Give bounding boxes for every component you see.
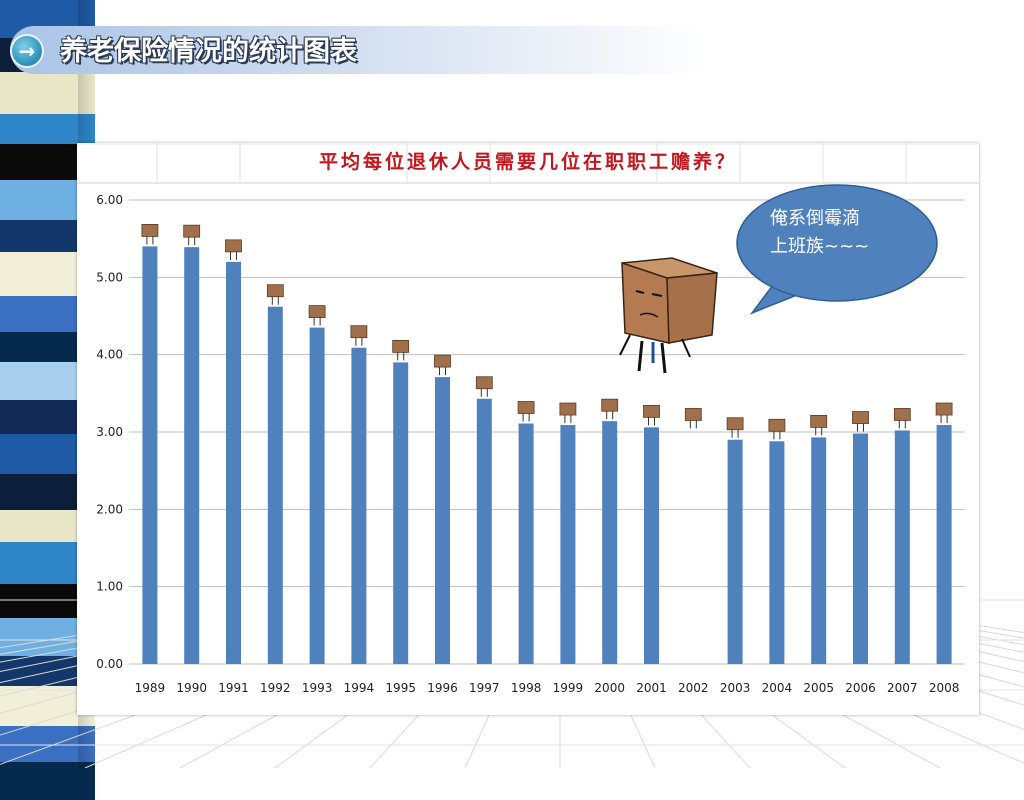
- box-figure-head: [852, 411, 869, 424]
- bar: [435, 377, 450, 664]
- box-character-eye: [651, 293, 663, 297]
- box-figure-head: [726, 417, 744, 431]
- box-figure-head: [183, 224, 201, 238]
- bar: [769, 441, 785, 664]
- box-figure-head: [266, 284, 284, 298]
- x-tick-label: 2006: [845, 681, 876, 695]
- x-tick-label: 2003: [720, 681, 751, 695]
- box-character-mouth: [639, 312, 659, 318]
- box-character-arm: [619, 334, 631, 356]
- bar: [309, 327, 325, 664]
- x-tick-label: 2005: [803, 681, 834, 695]
- speech-bubble-text: 俺系倒霉滴 上班族~~~: [770, 205, 920, 261]
- y-tick-label: 5.00: [96, 270, 123, 284]
- x-tick-label: 1994: [344, 681, 375, 695]
- y-tick-label: 2.00: [96, 502, 123, 516]
- bar: [936, 425, 952, 664]
- x-tick-label: 1997: [469, 681, 500, 695]
- bar: [811, 437, 827, 664]
- arrow-right-icon: →: [10, 34, 44, 68]
- stripe: [0, 114, 95, 144]
- x-tick-label: 1993: [302, 681, 333, 695]
- box-figure-head: [350, 325, 368, 339]
- y-tick-label: 1.00: [96, 580, 123, 594]
- x-tick-label: 2004: [762, 681, 793, 695]
- stripe: [0, 72, 95, 114]
- box-character-side: [666, 272, 718, 344]
- x-tick-label: 2001: [636, 681, 667, 695]
- bar: [476, 398, 492, 664]
- box-figure-head: [559, 402, 577, 416]
- box-figure-head: [601, 398, 619, 412]
- x-tick-label: 2008: [929, 681, 960, 695]
- box-character-arm: [681, 338, 691, 358]
- box-character-eye: [635, 290, 645, 294]
- page-title: 养老保险情况的统计图表: [60, 36, 357, 67]
- bar: [226, 261, 241, 664]
- bar: [518, 423, 534, 664]
- box-figure-head: [141, 224, 159, 237]
- bar: [393, 362, 409, 664]
- x-tick-label: 2002: [678, 681, 709, 695]
- y-tick-label: 3.00: [96, 425, 123, 439]
- bar: [727, 439, 743, 664]
- box-figure-head: [935, 402, 953, 416]
- box-figure-head: [475, 376, 493, 390]
- speech-line-1: 俺系倒霉滴: [770, 208, 860, 229]
- box-figure-head: [810, 415, 828, 428]
- bar: [142, 246, 158, 664]
- x-tick-label: 1989: [135, 681, 166, 695]
- y-tick-label: 0.00: [96, 657, 123, 671]
- x-tick-label: 1999: [553, 681, 584, 695]
- box-character-leg: [637, 340, 644, 372]
- x-tick-label: 1990: [176, 681, 207, 695]
- y-tick-label: 6.00: [96, 193, 123, 207]
- bar: [351, 347, 367, 664]
- bar: [560, 425, 576, 664]
- x-tick-label: 2007: [887, 681, 918, 695]
- x-tick-label: 2000: [594, 681, 625, 695]
- bar: [853, 433, 868, 664]
- x-tick-label: 1998: [511, 681, 542, 695]
- box-figure-head: [434, 354, 451, 368]
- box-figure-head: [893, 408, 911, 421]
- bar-chart: 0.00 1.00 2.00 3.00 4.00 5.00 6.00 1989 1990 1991…: [77, 143, 979, 695]
- box-figure-head: [768, 418, 786, 432]
- bar: [184, 247, 200, 664]
- box-figure-head: [517, 401, 535, 414]
- x-tick-label: 1995: [385, 681, 416, 695]
- speech-line-2: 上班族~~~: [770, 236, 870, 257]
- x-tick-label: 1991: [218, 681, 249, 695]
- chart-panel: 0.00 1.00 2.00 3.00 4.00 5.00 6.00 1989 1990 1991…: [77, 143, 979, 715]
- y-tick-label: 4.00: [96, 348, 123, 362]
- x-tick-label: 1992: [260, 681, 291, 695]
- bar: [267, 306, 283, 664]
- bar: [894, 430, 910, 664]
- chart-title: 平均每位退休人员需要几位在职职工赡养？: [318, 151, 737, 173]
- bar: [602, 421, 618, 664]
- x-tick-label: 1996: [427, 681, 458, 695]
- box-figure-head: [308, 305, 326, 319]
- speech-bubble: [736, 184, 938, 302]
- box-figure-head: [684, 408, 702, 421]
- box-figure-head: [392, 339, 410, 353]
- box-figure-head: [643, 404, 660, 418]
- bar: [644, 427, 659, 664]
- box-figure-head: [225, 239, 242, 253]
- header-bar: [10, 26, 710, 74]
- box-character-leg: [660, 342, 667, 374]
